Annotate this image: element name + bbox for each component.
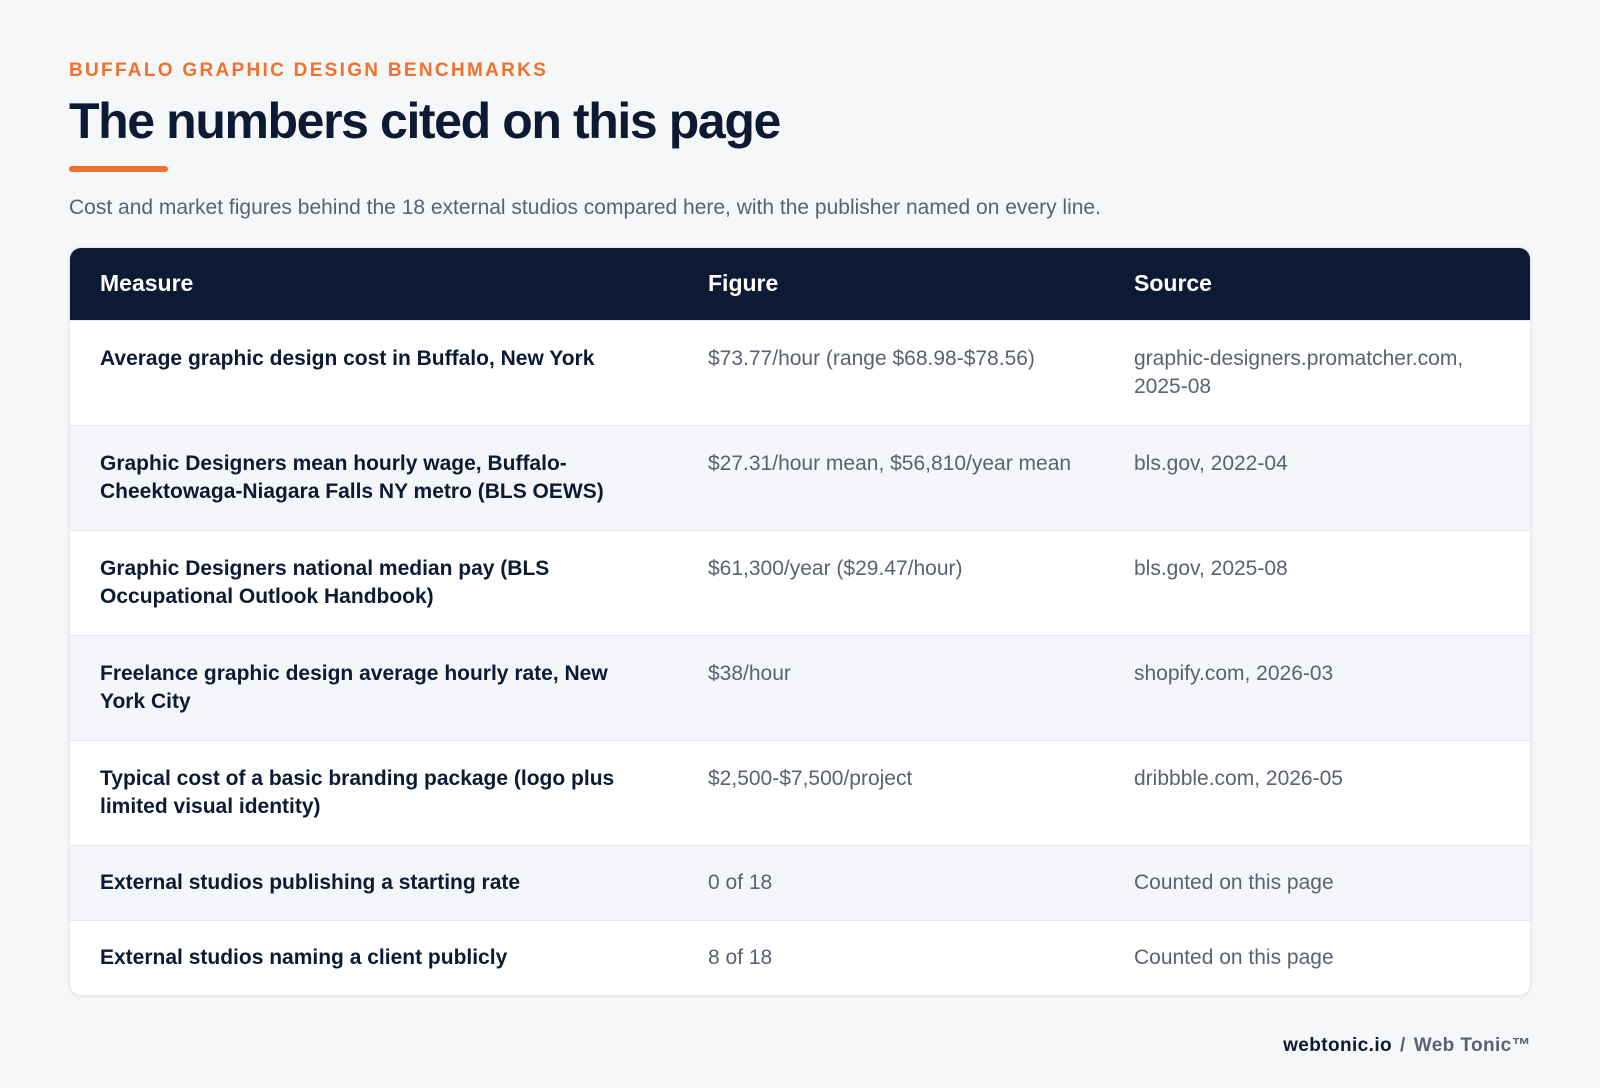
table-row: Typical cost of a basic branding package… xyxy=(70,740,1530,845)
measure-cell: Average graphic design cost in Buffalo, … xyxy=(100,346,595,370)
column-header-figure: Figure xyxy=(708,270,779,297)
source-cell: graphic-designers.promatcher.com, 2025-0… xyxy=(1134,346,1464,398)
benchmarks-table-card: Measure Figure Source Average graphic de… xyxy=(69,247,1531,996)
footer-brand: Web Tonic™ xyxy=(1413,1035,1531,1056)
figure-cell: $61,300/year ($29.47/hour) xyxy=(708,556,963,580)
table-row: Freelance graphic design average hourly … xyxy=(70,635,1530,740)
measure-cell: Typical cost of a basic branding package… xyxy=(100,766,615,818)
measure-cell: External studios naming a client publicl… xyxy=(100,945,508,969)
column-header-measure: Measure xyxy=(100,270,194,297)
benchmarks-table: Measure Figure Source Average graphic de… xyxy=(70,248,1530,995)
figure-cell: $27.31/hour mean, $56,810/year mean xyxy=(708,451,1072,475)
figure-cell: $38/hour xyxy=(708,661,791,685)
measure-cell: External studios publishing a starting r… xyxy=(100,870,521,894)
source-cell: dribbble.com, 2026-05 xyxy=(1134,766,1343,790)
measure-cell: Graphic Designers national median pay (B… xyxy=(100,556,550,608)
footer-separator: / xyxy=(1400,1035,1406,1056)
table-row: Average graphic design cost in Buffalo, … xyxy=(70,320,1530,425)
footer-domain: webtonic.io xyxy=(1283,1035,1393,1056)
figure-cell: 0 of 18 xyxy=(708,870,773,894)
figure-cell: $2,500-$7,500/project xyxy=(708,766,913,790)
page-subtitle: Cost and market figures behind the 18 ex… xyxy=(69,196,1101,219)
measure-cell: Graphic Designers mean hourly wage, Buff… xyxy=(100,451,604,503)
column-header-source: Source xyxy=(1134,270,1212,297)
footer-credit: webtonic.io / Web Tonic™ xyxy=(1283,1035,1531,1057)
figure-cell: 8 of 18 xyxy=(708,945,773,969)
table-row: Graphic Designers mean hourly wage, Buff… xyxy=(70,425,1530,530)
eyebrow-label: BUFFALO GRAPHIC DESIGN BENCHMARKS xyxy=(69,60,549,81)
page-title: The numbers cited on this page xyxy=(69,93,781,149)
measure-cell: Freelance graphic design average hourly … xyxy=(100,661,608,713)
table-row: Graphic Designers national median pay (B… xyxy=(70,530,1530,635)
table-row: External studios publishing a starting r… xyxy=(70,845,1530,920)
source-cell: bls.gov, 2025-08 xyxy=(1134,556,1288,580)
source-cell: Counted on this page xyxy=(1134,870,1334,894)
source-cell: Counted on this page xyxy=(1134,945,1334,969)
title-accent-bar xyxy=(69,166,168,172)
source-cell: shopify.com, 2026-03 xyxy=(1134,661,1334,685)
figure-cell: $73.77/hour (range $68.98-$78.56) xyxy=(708,346,1035,370)
table-header-row: Measure Figure Source xyxy=(70,248,1530,320)
source-cell: bls.gov, 2022-04 xyxy=(1134,451,1288,475)
table-row: External studios naming a client publicl… xyxy=(70,920,1530,995)
